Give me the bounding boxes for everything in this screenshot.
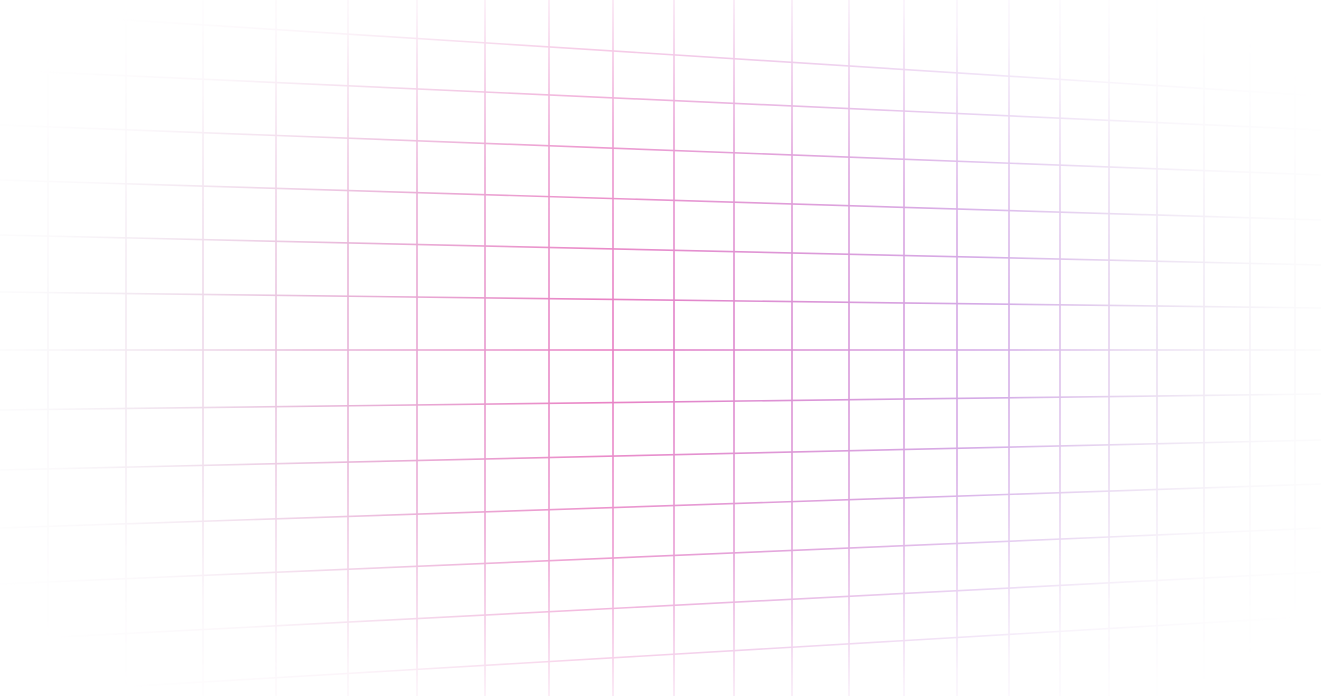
grid-horizontal-line (0, 11, 1321, 97)
grid-horizontal-line (0, 483, 1321, 529)
grid-horizontal-line (0, 124, 1321, 176)
grid-horizontal-line (0, 615, 1321, 695)
grid-horizontal-line (0, 439, 1321, 471)
grid-horizontal-line (0, 527, 1321, 585)
grid-horizontal-line (0, 291, 1321, 309)
grid-horizontal-line (0, 69, 1321, 131)
grid-horizontal-line (0, 234, 1321, 266)
grid-horizontal-line (0, 179, 1321, 221)
grid-horizontal-line (0, 393, 1321, 411)
grid-horizontal-line (0, 571, 1321, 641)
